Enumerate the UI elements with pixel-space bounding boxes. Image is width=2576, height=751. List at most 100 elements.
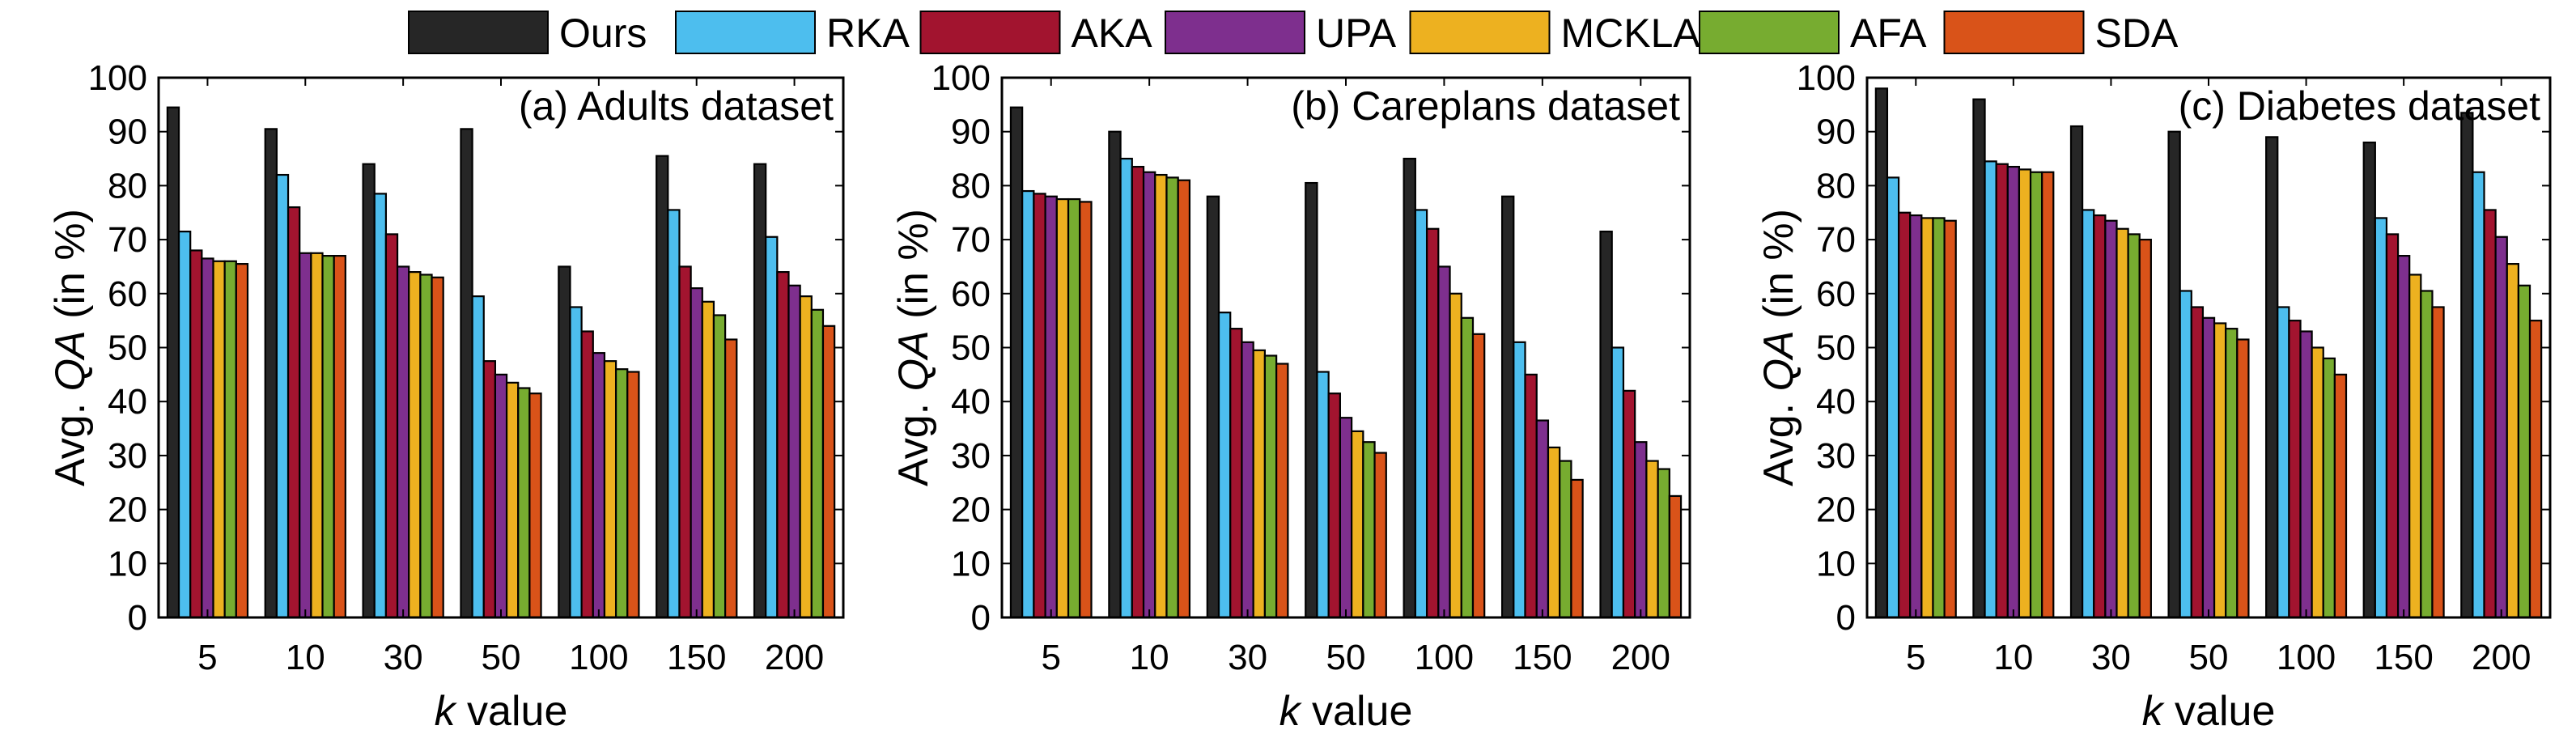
panel-c: 5 10 30 50 100 150 200 0 10 20 30 40 50 60 70 80 90 100 (c… [1755, 58, 2552, 735]
legend-label-upa: UPA [1316, 11, 1397, 56]
y-axis-label-post: (in %) [1755, 209, 1802, 330]
bar-afa-k50 [1362, 441, 1376, 619]
legend-label-afa: AFA [1850, 11, 1927, 56]
x-tick-label: 100 [1415, 638, 1474, 677]
x-tick-label: 100 [569, 638, 628, 677]
y-axis-label-pre: Avg. [890, 391, 937, 486]
bar-sda-k5 [235, 263, 249, 619]
bar-afa-k50 [2225, 328, 2239, 619]
bar-afa-k50 [517, 387, 531, 619]
panel-a: 5 10 30 50 100 150 200 0 10 20 30 40 50 60 70 80 90 100 (a… [47, 58, 845, 735]
bar-mckla-k5 [212, 260, 226, 619]
y-axis-label-post: (in %) [47, 209, 94, 330]
y-tick-label: 40 [951, 382, 991, 422]
x-axis-label-var: k [435, 688, 458, 735]
bar-ours-k30 [1206, 195, 1220, 619]
bar-afa-k30 [2127, 233, 2141, 619]
bar-rka-k200 [2472, 171, 2485, 619]
bar-aka-k10 [1995, 163, 2009, 619]
y-tick-label: 50 [951, 329, 991, 368]
y-tick-label: 50 [108, 329, 147, 368]
bar-upa-k50 [2201, 316, 2216, 619]
bar-ours-k100 [2265, 136, 2279, 619]
bar-upa-k10 [299, 252, 312, 619]
bar-ours-k30 [2069, 125, 2084, 619]
bar-afa-k100 [2322, 357, 2336, 619]
bar-aka-k5 [1033, 193, 1046, 619]
bar-sda-k50 [528, 392, 542, 619]
bar-upa-k100 [592, 352, 606, 619]
plot-frame [1865, 76, 2552, 619]
bar-aka-k200 [776, 271, 790, 619]
y-tick-label: 30 [108, 436, 147, 476]
legend-item-upa: UPA [1165, 11, 1397, 56]
y-axis-label-pre: Avg. [1755, 391, 1802, 486]
x-axis-label-var: k [2142, 688, 2166, 735]
bar-rka-k5 [177, 231, 192, 619]
x-tick-label: 50 [482, 638, 521, 677]
bar-afa-k150 [712, 314, 727, 619]
legend-label-mckla: MCKLA [1561, 11, 1701, 56]
legend-swatch-mckla [1409, 11, 1551, 54]
bar-upa-k10 [2006, 165, 2021, 619]
legend-item-aka: AKA [919, 11, 1153, 56]
legend-item-afa: AFA [1699, 11, 1927, 56]
y-axis-label: Avg. QA (in %) [890, 209, 937, 486]
bar-rka-k30 [1217, 312, 1232, 619]
bar-upa-k50 [1339, 417, 1353, 619]
bar-upa-k50 [494, 373, 508, 619]
bar-rka-k30 [373, 193, 388, 619]
bar-aka-k10 [1131, 165, 1145, 619]
x-tick-label: 5 [197, 638, 217, 677]
bar-ours-k30 [362, 163, 376, 619]
bar-mckla-k150 [701, 300, 715, 619]
x-tick-label: 30 [384, 638, 423, 677]
y-tick-label: 80 [1816, 166, 1856, 206]
y-tick-label: 90 [951, 112, 991, 152]
bar-upa-k30 [2104, 219, 2118, 619]
bar-ours-k50 [1305, 181, 1318, 619]
bar-ours-k100 [558, 265, 571, 619]
bar-aka-k100 [1425, 227, 1440, 619]
bar-aka-k30 [2093, 214, 2107, 619]
bar-afa-k5 [1932, 217, 1946, 619]
y-tick-label: 50 [1816, 329, 1856, 368]
bar-afa-k100 [1460, 316, 1475, 619]
x-tick-label: 150 [1513, 638, 1572, 677]
x-tick-label: 50 [1326, 638, 1366, 677]
legend-swatch-upa [1165, 11, 1305, 54]
bar-upa-k30 [396, 265, 410, 619]
x-tick-label: 5 [1906, 638, 1925, 677]
y-tick-label: 90 [108, 112, 147, 152]
bar-sda-k30 [2138, 239, 2152, 619]
y-tick-label: 60 [108, 274, 147, 314]
bar-afa-k200 [1657, 468, 1670, 619]
y-tick-label: 20 [951, 490, 991, 530]
panel-title: (a) Adults dataset [519, 83, 834, 129]
panels: 5 10 30 50 100 150 2000102030405060708090100(a… [47, 58, 2552, 735]
panel-b: 5 10 30 50 100 150 200 0 10 20 30 40 50 60 70 80 90 100 (b… [890, 58, 1691, 735]
bar-aka-k5 [1898, 211, 1912, 619]
bar-ours-k150 [1500, 195, 1515, 619]
bar-ours-k5 [1874, 87, 1889, 619]
bar-upa-k5 [201, 257, 214, 619]
x-tick-label: 10 [1993, 638, 2033, 677]
bar-afa-k200 [2517, 284, 2531, 619]
y-axis-label: Avg. QA (in %) [47, 209, 94, 486]
bar-sda-k50 [1373, 452, 1387, 619]
bar-sda-k100 [2333, 373, 2348, 619]
bar-rka-k10 [1119, 157, 1133, 619]
bar-aka-k200 [2483, 209, 2497, 619]
bar-sda-k10 [2041, 171, 2055, 619]
legend-label-aka: AKA [1072, 11, 1153, 56]
x-axis-label-rest: value [1301, 688, 1413, 735]
bar-upa-k150 [2396, 255, 2411, 619]
bar-ours-k200 [2460, 112, 2474, 619]
bar-mckla-k50 [505, 381, 520, 619]
bar-upa-k200 [2494, 235, 2508, 619]
y-tick-label: 80 [108, 166, 147, 206]
y-axis-label-var: QA [1755, 330, 1802, 391]
bar-aka-k5 [189, 249, 203, 619]
bar-rka-k100 [569, 306, 583, 619]
y-tick-label: 100 [932, 58, 991, 98]
